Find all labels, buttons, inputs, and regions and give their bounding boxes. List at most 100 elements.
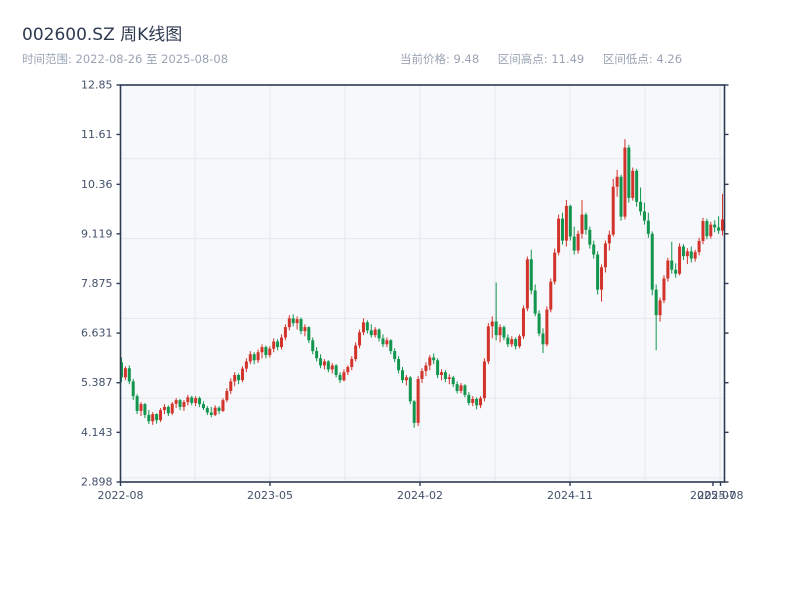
candle-body bbox=[303, 327, 307, 332]
candle-body bbox=[334, 365, 338, 376]
candle-body bbox=[584, 214, 588, 230]
candle-body bbox=[147, 414, 151, 422]
candle-body bbox=[475, 398, 479, 406]
candle-body bbox=[502, 327, 506, 338]
y-tick-label: 6.631 bbox=[81, 327, 113, 340]
candle-body bbox=[217, 407, 221, 411]
candle-body bbox=[533, 290, 537, 314]
y-tick-label: 7.875 bbox=[81, 277, 113, 290]
candle-body bbox=[541, 333, 545, 345]
candle-body bbox=[576, 233, 580, 251]
candle-body bbox=[166, 406, 170, 414]
candle-body bbox=[358, 332, 362, 346]
candle-body bbox=[486, 326, 490, 362]
candle-body bbox=[525, 259, 529, 309]
candle-body bbox=[564, 205, 568, 241]
candle-body bbox=[518, 336, 522, 347]
candle-body bbox=[311, 340, 315, 352]
gridlines bbox=[120, 85, 725, 482]
candle-body bbox=[377, 329, 381, 339]
y-tick-label: 5.387 bbox=[81, 376, 113, 389]
candle-body bbox=[268, 348, 272, 356]
candle-body bbox=[209, 412, 213, 415]
candle-body bbox=[287, 318, 291, 328]
candle-body bbox=[315, 351, 319, 359]
candle-body bbox=[654, 289, 658, 316]
candle-body bbox=[326, 361, 330, 370]
candle-body bbox=[155, 414, 159, 421]
range-high-stat: 区间高点: 11.49 bbox=[497, 52, 585, 66]
candle-body bbox=[283, 327, 287, 338]
candle-body bbox=[662, 278, 666, 301]
candle-body bbox=[307, 327, 311, 341]
candle-body bbox=[510, 339, 514, 345]
y-tick-label: 2.898 bbox=[81, 476, 113, 489]
candle-body bbox=[521, 308, 525, 337]
candle-body bbox=[342, 372, 346, 381]
candle-body bbox=[397, 359, 401, 371]
candle-body bbox=[123, 368, 127, 378]
candle-body bbox=[381, 338, 385, 345]
x-tick-label: 2025-08 bbox=[698, 489, 744, 502]
candle-body bbox=[233, 375, 237, 382]
candle-body bbox=[280, 337, 284, 348]
candle-body bbox=[213, 407, 217, 415]
candle-body bbox=[135, 396, 139, 411]
candle-body bbox=[404, 377, 408, 381]
candle-body bbox=[131, 381, 135, 397]
y-tick-label: 10.36 bbox=[81, 178, 113, 191]
candle-body bbox=[479, 398, 483, 406]
candle-body bbox=[600, 267, 604, 290]
price-stats: 当前价格: 9.48 区间高点: 11.49 区间低点: 4.26 bbox=[400, 51, 697, 67]
candle-body bbox=[642, 211, 646, 221]
candle-body bbox=[611, 186, 615, 235]
candle-body bbox=[681, 246, 685, 257]
candle-body bbox=[389, 340, 393, 352]
x-tick-label: 2024-02 bbox=[397, 489, 443, 502]
candle-body bbox=[717, 227, 721, 231]
candle-body bbox=[272, 341, 276, 349]
candle-body bbox=[416, 379, 420, 423]
candle-body bbox=[295, 319, 299, 324]
candle-body bbox=[678, 246, 682, 274]
candle-body bbox=[330, 365, 334, 370]
candle-body bbox=[709, 224, 713, 237]
x-tick-label: 2024-11 bbox=[547, 489, 593, 502]
candle-body bbox=[319, 358, 323, 366]
candle-body bbox=[252, 354, 256, 361]
candle-body bbox=[467, 394, 471, 403]
candle-body bbox=[451, 377, 455, 385]
candle-body bbox=[299, 319, 303, 332]
candle-body bbox=[182, 402, 186, 407]
candle-body bbox=[440, 372, 444, 376]
candle-body bbox=[607, 234, 611, 244]
candle-body bbox=[194, 398, 198, 403]
y-tick-label: 12.85 bbox=[81, 79, 113, 92]
candle-body bbox=[670, 260, 674, 270]
candle-body bbox=[174, 400, 178, 404]
candle-body bbox=[256, 352, 260, 361]
candle-body bbox=[240, 368, 244, 381]
candle-body bbox=[443, 372, 447, 380]
candle-body bbox=[685, 251, 689, 257]
candle-body bbox=[412, 401, 416, 423]
candle-body bbox=[549, 281, 553, 310]
candle-body bbox=[490, 321, 494, 327]
candle-body bbox=[506, 337, 510, 345]
candle-body bbox=[400, 370, 404, 381]
axis-ticks: 12.85 11.61 10.36 9.119 7.875 6.631 5.387 4.143… bbox=[81, 79, 743, 503]
candle-body bbox=[151, 414, 155, 422]
candle-body bbox=[471, 398, 475, 403]
candle-body bbox=[120, 362, 123, 378]
candle-body bbox=[721, 219, 724, 231]
y-tick-label: 4.143 bbox=[81, 426, 113, 439]
candle-body bbox=[291, 318, 295, 324]
candles bbox=[120, 139, 724, 428]
candle-body bbox=[674, 269, 678, 274]
candle-body bbox=[615, 176, 619, 187]
candle-body bbox=[436, 360, 440, 376]
candle-body bbox=[264, 347, 268, 356]
candle-body bbox=[646, 220, 650, 234]
candle-body bbox=[596, 254, 600, 290]
